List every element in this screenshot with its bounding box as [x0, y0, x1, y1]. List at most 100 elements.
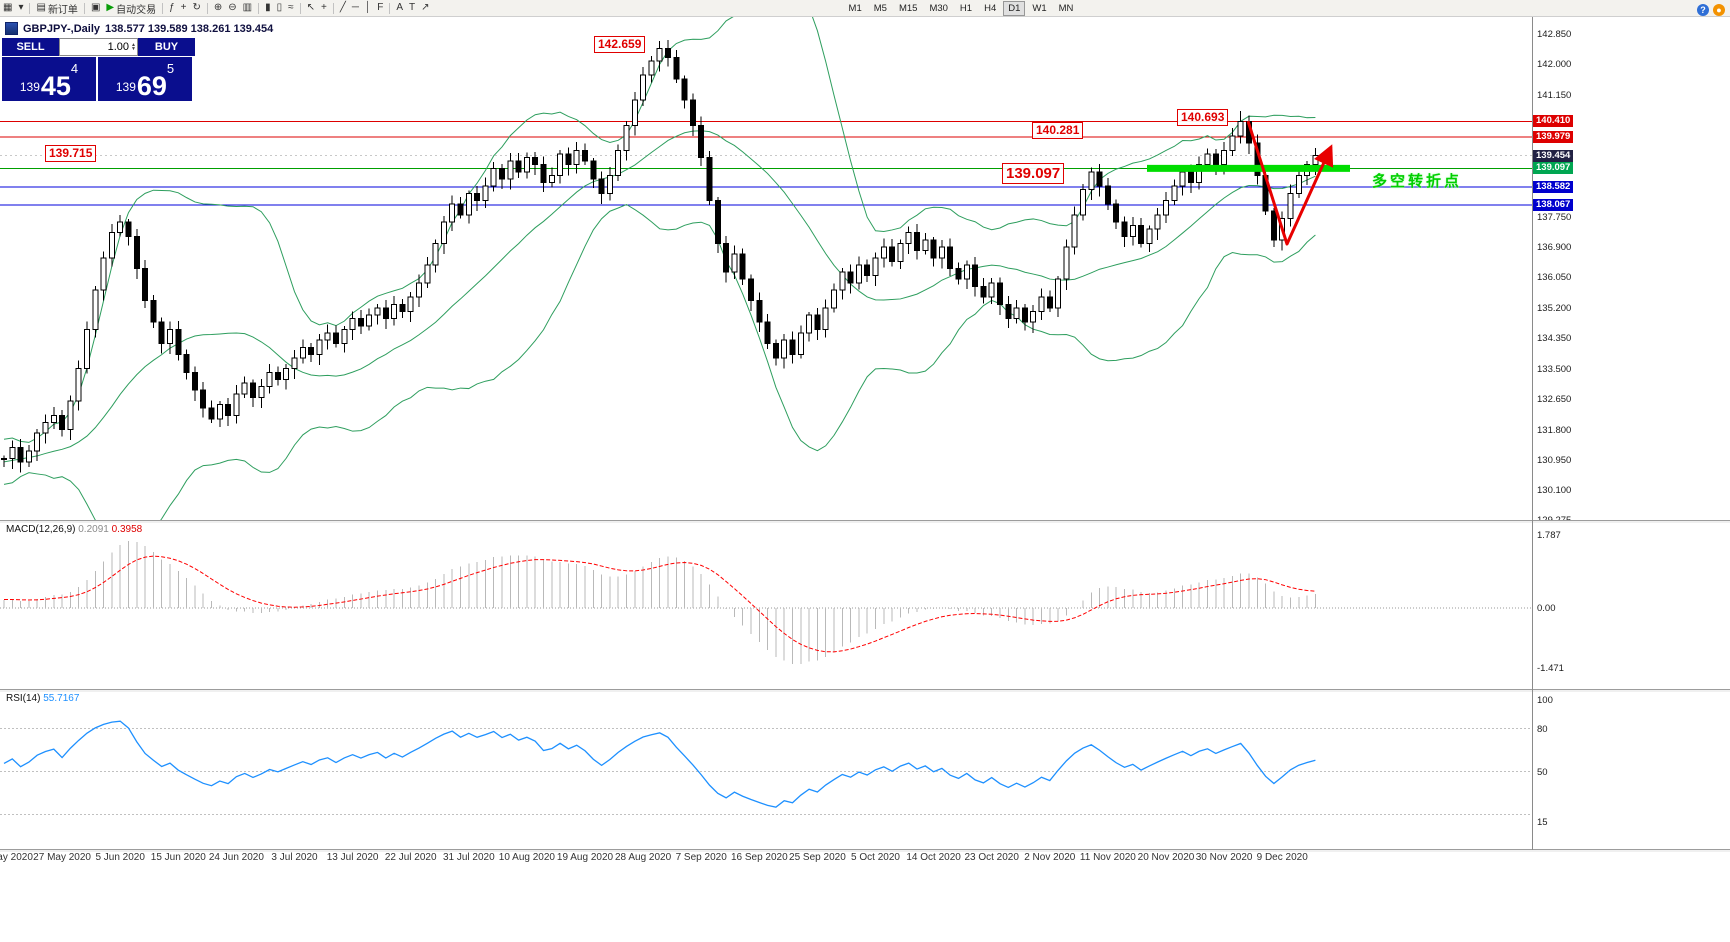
candlestick-chart-icon[interactable]: ▯: [274, 1, 286, 15]
new-order-button[interactable]: ▤ 新订单: [33, 1, 80, 16]
auto-trading-button: ▶: [106, 2, 115, 13]
symbol-title: GBPJPY-,Daily: [23, 22, 101, 35]
rsi-separator[interactable]: [0, 689, 1730, 692]
date-tick: 9 Dec 2020: [1256, 852, 1308, 863]
timeframe-h4[interactable]: H4: [984, 2, 997, 14]
label-icon[interactable]: T: [406, 1, 418, 15]
crosshair-icon[interactable]: +: [318, 1, 330, 15]
price-callout[interactable]: 142.659: [594, 36, 646, 53]
turning-point-annotation[interactable]: 多空转折点: [1372, 173, 1463, 190]
date-tick: 11 Nov 2020: [1079, 852, 1136, 863]
zoom-out-icon[interactable]: ⊖: [225, 1, 239, 15]
date-tick: 5 Jun 2020: [95, 852, 145, 863]
text-icon[interactable]: A: [393, 1, 406, 15]
help-icon[interactable]: ?: [1697, 4, 1709, 16]
timeframe-m1[interactable]: M1: [848, 2, 862, 14]
timeframe-h1[interactable]: H1: [959, 2, 973, 14]
price-tick: 142.000: [1537, 59, 1572, 71]
symbol-ohlc: 138.577 139.589 138.261 139.454: [105, 22, 274, 35]
indicators-icon[interactable]: ƒ: [166, 1, 178, 15]
sell-price-big: 45: [40, 71, 71, 101]
rsi-label: RSI(14) 55.7167: [6, 693, 79, 704]
rsi-tick: 50: [1537, 766, 1548, 778]
fibonacci-icon: F: [377, 2, 384, 13]
horizontal-line-icon: ─: [351, 2, 360, 13]
cursor-icon: ↖: [306, 2, 316, 13]
price-tag: 140.410: [1533, 115, 1574, 128]
tile-windows-icon[interactable]: ▥: [240, 1, 255, 15]
date-tick: 30 Nov 2020: [1195, 852, 1253, 863]
date-tick: 16 Sep 2020: [730, 852, 788, 863]
refresh-icon[interactable]: ↻: [190, 1, 204, 15]
sell-button[interactable]: SELL: [2, 38, 59, 56]
vertical-line-icon[interactable]: │: [362, 1, 374, 15]
price-callout[interactable]: 139.097: [1002, 163, 1065, 184]
community-icon[interactable]: ●: [1713, 4, 1725, 16]
toolbar-separator: [83, 2, 85, 14]
zoom-in-icon[interactable]: ⊕: [211, 1, 225, 15]
trendline-icon[interactable]: ╱: [337, 1, 349, 15]
price-tag: 139.454: [1533, 149, 1574, 162]
sell-price[interactable]: 139 45 4: [2, 57, 96, 101]
rsi-name: RSI(14): [6, 693, 41, 704]
new-chart-icon[interactable]: ▦: [0, 1, 15, 15]
horizontal-line-icon[interactable]: ─: [349, 1, 362, 15]
rsi-panel[interactable]: [0, 691, 1730, 848]
price-tick: 130.950: [1537, 455, 1572, 467]
auto-trading-button-label: 自动交易: [116, 4, 157, 16]
rsi-value: 55.7167: [43, 693, 80, 704]
price-tick: 133.500: [1537, 363, 1572, 375]
arrow-tool-icon[interactable]: ↗: [418, 1, 432, 15]
price-tick: 142.850: [1537, 29, 1572, 40]
timeframe-m15[interactable]: M15: [898, 2, 918, 14]
date-tick: 7 Sep 2020: [675, 852, 727, 863]
toolbar-separator: [206, 2, 208, 14]
timeframe-mn[interactable]: MN: [1058, 2, 1074, 14]
price-tick: 136.050: [1537, 272, 1572, 284]
fibonacci-icon[interactable]: F: [374, 1, 386, 15]
date-tick: 19 Aug 2020: [556, 852, 614, 863]
price-chart[interactable]: [0, 16, 1730, 521]
auto-trading-button[interactable]: ▶ 自动交易: [103, 1, 159, 16]
buy-button[interactable]: BUY: [138, 38, 195, 56]
toolbar-right: ? ●: [1697, 2, 1725, 18]
price-tick: 135.200: [1537, 302, 1572, 314]
chart-window-icon: [5, 22, 18, 35]
price-tag: 139.097: [1533, 162, 1574, 175]
arrow-tool-icon: ↗: [421, 2, 430, 13]
price-tick: 132.650: [1537, 394, 1572, 406]
dates-separator: [0, 849, 1730, 852]
timeframe-m30[interactable]: M30: [929, 2, 948, 14]
timeframe-d1[interactable]: D1: [1003, 0, 1026, 16]
volume-field[interactable]: 1.00 ▲ ▼: [59, 38, 138, 56]
macd-tick: 1.787: [1537, 529, 1561, 541]
price-tick: 134.350: [1537, 333, 1572, 345]
date-tick: 13 Jul 2020: [326, 852, 379, 863]
line-chart-icon[interactable]: ≈: [285, 1, 297, 15]
macd-tick: 0.00: [1537, 602, 1556, 614]
price-callout[interactable]: 140.693: [1177, 109, 1229, 126]
volume-stepper[interactable]: ▲ ▼: [131, 42, 136, 52]
volume-down-icon[interactable]: ▼: [131, 46, 136, 52]
timeframe-m5[interactable]: M5: [873, 2, 887, 14]
toolbar-separator: [162, 2, 164, 14]
cursor-icon[interactable]: ↖: [304, 1, 318, 15]
crosshair-icon: +: [321, 2, 327, 13]
price-callout[interactable]: 140.281: [1032, 122, 1084, 139]
add-indicator-icon[interactable]: +: [178, 1, 190, 15]
buy-price[interactable]: 139 69 5: [98, 57, 192, 101]
volume-up-icon[interactable]: ▲: [131, 42, 136, 48]
buy-price-prefix: 139: [115, 80, 136, 94]
volume-value[interactable]: 1.00: [107, 41, 130, 53]
macd-panel[interactable]: [0, 522, 1730, 688]
chart-list-dropdown-icon[interactable]: ▾: [15, 1, 26, 15]
profiles-icon[interactable]: ▣: [88, 1, 103, 15]
price-callout[interactable]: 139.715: [45, 145, 97, 162]
toolbar-separator: [258, 2, 260, 14]
timeframe-w1[interactable]: W1: [1032, 2, 1047, 14]
macd-name: MACD(12,26,9): [6, 524, 76, 535]
date-tick: 18 May 2020: [0, 852, 33, 863]
macd-separator[interactable]: [0, 520, 1730, 523]
bar-chart-icon[interactable]: ▮: [262, 1, 274, 15]
